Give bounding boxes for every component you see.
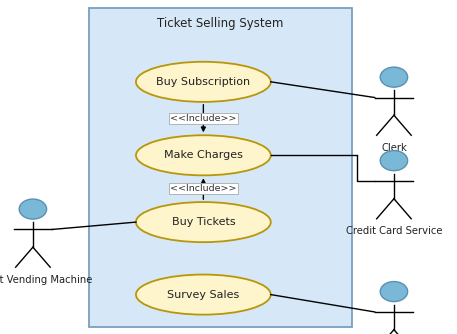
Ellipse shape <box>136 275 271 315</box>
Text: Clerk: Clerk <box>381 143 407 153</box>
Text: Buy Subscription: Buy Subscription <box>156 77 250 87</box>
Circle shape <box>380 282 408 302</box>
FancyBboxPatch shape <box>89 8 352 327</box>
Ellipse shape <box>136 135 271 175</box>
Text: <<Include>>: <<Include>> <box>170 114 237 123</box>
Text: Credit Card Service: Credit Card Service <box>345 226 442 236</box>
Circle shape <box>380 151 408 171</box>
Text: Make Charges: Make Charges <box>164 150 243 160</box>
Text: Buy Tickets: Buy Tickets <box>171 217 235 227</box>
Circle shape <box>19 199 47 219</box>
Text: Ticket Selling System: Ticket Selling System <box>157 17 284 30</box>
Ellipse shape <box>136 202 271 242</box>
Text: <<Include>>: <<Include>> <box>170 184 237 193</box>
Ellipse shape <box>136 62 271 102</box>
Text: Ticket Vending Machine: Ticket Vending Machine <box>0 275 92 285</box>
Text: Survey Sales: Survey Sales <box>167 290 239 300</box>
Circle shape <box>380 67 408 87</box>
